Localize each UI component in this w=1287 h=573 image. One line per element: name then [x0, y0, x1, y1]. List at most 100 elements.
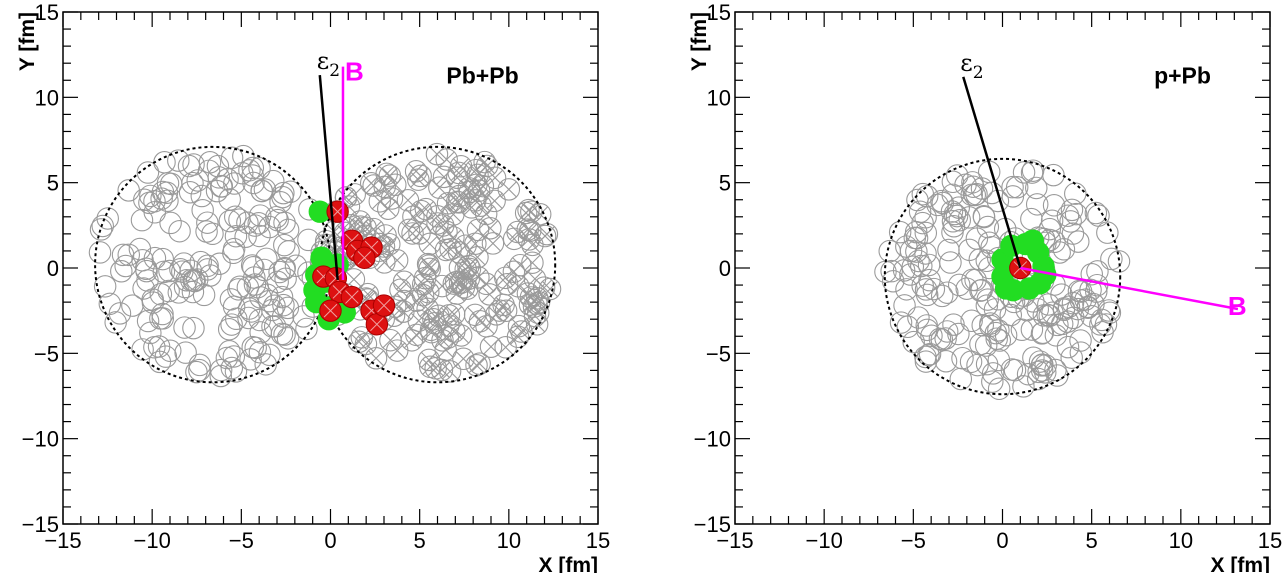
spectator-nucleon [466, 245, 489, 269]
spectator-nucleon [1084, 201, 1108, 225]
x-tick-label: 5 [1086, 528, 1098, 553]
y-tick-label: −5 [706, 341, 731, 366]
spectator-cross [479, 158, 495, 174]
spectator-nucleon [430, 274, 454, 298]
participant-nucleon-target [1021, 229, 1045, 252]
spectator-nucleon [941, 221, 964, 244]
spectator-nucleon [252, 258, 276, 282]
spectator-nucleon [975, 352, 999, 376]
spectator-nucleon [224, 224, 248, 248]
spectator-nucleon [979, 314, 1002, 338]
spectator-nucleon [242, 256, 265, 279]
spectator-nucleon [984, 321, 1008, 345]
spectator-cross [497, 269, 514, 286]
spectator-nucleon [965, 182, 988, 206]
spectator-nucleon [937, 238, 960, 262]
spectator-cross [467, 306, 484, 323]
spectator-cross [486, 193, 503, 209]
spectator-nucleon [431, 214, 455, 237]
spectator-nucleon [231, 161, 254, 185]
x-tick-label: 15 [586, 528, 610, 553]
spectator-nucleon [248, 340, 272, 364]
spectator-nucleon [159, 211, 182, 235]
spectator-nucleon [239, 348, 262, 371]
spectator-nucleon [941, 183, 965, 207]
spectator-nucleon [255, 247, 278, 271]
spectator-nucleon [452, 347, 475, 371]
spectator-nucleon [494, 299, 518, 322]
spectator-cross [483, 338, 499, 355]
spectator-nucleon [889, 311, 913, 334]
x-axis-title: X [fm] [1211, 554, 1271, 573]
spectator-nucleon [1056, 310, 1079, 333]
spectator-cross [408, 292, 425, 309]
spectator-cross [499, 276, 515, 293]
spectator-nucleon [1060, 198, 1084, 222]
spectator-nucleon [899, 239, 923, 263]
spectator-nucleon [411, 283, 435, 307]
spectator-nucleon [234, 225, 257, 249]
eccentricity-vector [962, 76, 1022, 269]
spectator-nucleon [507, 314, 531, 338]
spectator-nucleon [417, 348, 441, 372]
spectator-cross [353, 329, 370, 346]
spectator-cross [400, 192, 416, 209]
spectator-nucleon [247, 211, 270, 235]
spectator-nucleon [258, 343, 281, 367]
spectator-nucleon [416, 297, 439, 321]
spectator-nucleon [206, 154, 230, 178]
participant-nucleon-target [994, 277, 1018, 300]
y-tick-label: 10 [35, 85, 59, 110]
y-tick-label: 15 [35, 0, 59, 25]
y-tick-label: 0 [47, 256, 59, 281]
spectator-cross [453, 158, 469, 175]
spectator-nucleon [987, 377, 1011, 401]
participant-cross [323, 303, 338, 318]
spectator-nucleon [445, 282, 469, 305]
spectator-nucleon [1025, 193, 1049, 216]
spectator-nucleon [136, 269, 159, 292]
spectator-nucleon [521, 251, 544, 274]
spectator-nucleon [218, 188, 241, 211]
spectator-cross [435, 217, 452, 234]
spectator-nucleon [261, 298, 284, 322]
spectator-nucleon [478, 283, 501, 306]
x-tick-label: 0 [996, 528, 1008, 553]
spectator-cross [487, 169, 503, 186]
participant-cross [377, 298, 391, 313]
spectator-cross [410, 312, 427, 329]
spectator-nucleon [981, 370, 1004, 393]
spectator-cross [387, 176, 404, 193]
plot-area [88, 142, 562, 388]
spectator-nucleon [911, 182, 935, 206]
spectator-cross [529, 290, 546, 307]
spectator-nucleon [934, 350, 958, 373]
spectator-nucleon [930, 284, 954, 308]
spectator-cross [426, 315, 443, 332]
spectator-nucleon [1027, 367, 1050, 391]
spectator-nucleon [906, 188, 929, 212]
spectator-nucleon [224, 205, 247, 228]
spectator-nucleon [488, 299, 511, 322]
spectator-nucleon [91, 214, 114, 238]
spectator-nucleon [1042, 163, 1065, 187]
y-tick-label: 0 [719, 256, 731, 281]
spectator-nucleon [502, 260, 526, 283]
spectator-nucleon [1015, 298, 1038, 322]
spectator-nucleon [114, 254, 137, 278]
spectator-cross [413, 203, 430, 220]
spectator-nucleon [276, 327, 300, 350]
spectator-nucleon [409, 164, 432, 188]
spectator-nucleon [151, 307, 175, 330]
spectator-nucleon [222, 237, 246, 261]
spectator-nucleon [401, 222, 424, 245]
spectator-nucleon [405, 323, 428, 347]
eccentricity-symbol: ε [317, 47, 329, 75]
spectator-nucleon [1010, 318, 1034, 342]
spectator-nucleon [117, 243, 140, 267]
collision-system-label: Pb+Pb [446, 63, 518, 89]
spectator-nucleon [224, 360, 248, 383]
spectator-nucleon [497, 178, 521, 201]
